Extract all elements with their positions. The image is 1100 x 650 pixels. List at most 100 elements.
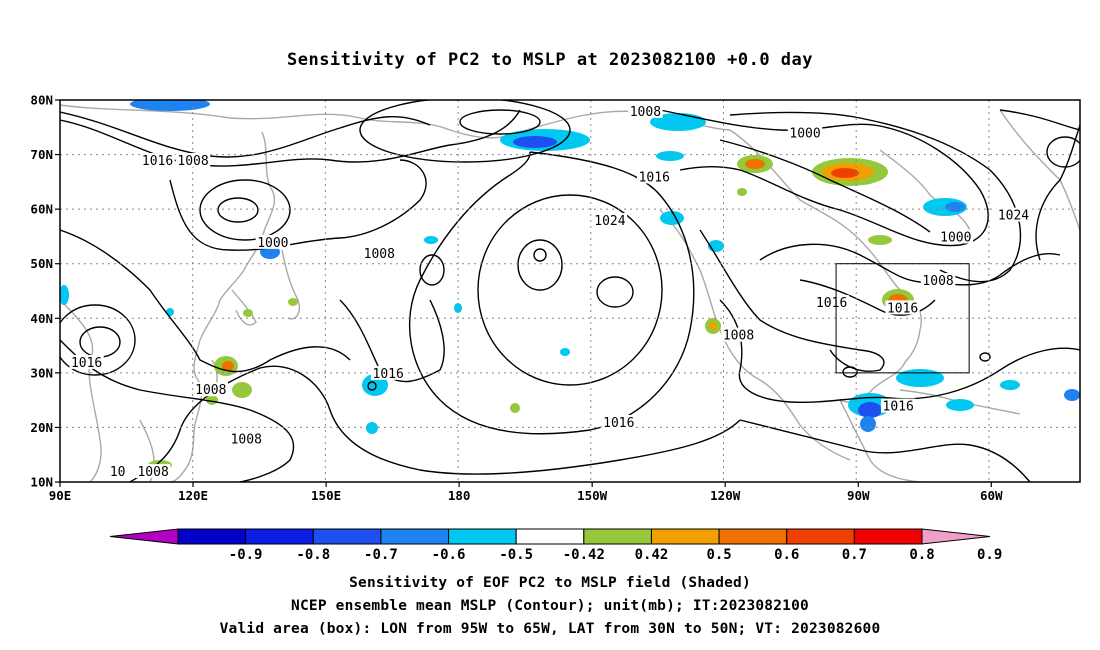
contour-label-bg [69,354,104,369]
contour-label: 1008 [723,329,754,344]
caption-shading: Sensitivity of EOF PC2 to MSLP field (Sh… [349,575,751,591]
colorbar-label: 0.5 [706,547,731,563]
lon-tick-label: 180 [448,488,471,503]
colorbar-segment [312,528,382,545]
contour-label-bg [255,234,291,249]
map-plot-area: 1008 1016 1000 1016 1008 1016 1024 1000 1008 1000… [59,99,1081,483]
contour-label-bg [637,169,672,184]
contour-label-bg [229,431,264,446]
contour-label-bg [880,398,916,413]
contour-label-bg [193,382,228,397]
colorbar-segment [853,528,923,545]
contour-label: 1016 [71,356,102,371]
caption-valid-area: Valid area (box): LON from 95W to 65W, L… [219,621,881,637]
colorbar-segment [515,528,585,545]
colorbar-segment [786,528,855,545]
colorbar-label: -0.42 [563,547,605,563]
lon-tick-label: 120W [710,488,741,503]
contour-label-bg [108,464,128,479]
contour-label-bg [787,125,823,140]
contour-label: 1024 [594,214,625,229]
plot-frame [59,99,1081,483]
colorbar-segment [718,528,788,545]
colorbar-segment [177,528,247,545]
lat-tick-label: 70N [30,147,53,162]
colorbar-label: 0.7 [842,547,867,563]
contour-label: 1000 [940,230,971,245]
longitude-axis: 90E 120E 150E 180 150W 120W 90W 60W [49,482,1003,503]
valid-area-box [835,263,970,374]
contour-label-bg [996,207,1031,222]
contour-label: 1024 [998,209,1029,224]
lon-tick-label: 90E [49,488,72,503]
colorbar-label: 0.9 [977,547,1002,563]
colorbar-label: -0.8 [296,547,330,563]
contour-label: 1008 [364,247,395,262]
contour-label: 1016 [816,296,847,311]
contour-label-bg [601,414,636,429]
latitude-axis: 80N 70N 60N 50N 40N 30N 20N 10N [30,93,60,490]
lat-tick-label: 50N [30,256,53,271]
caption-contour: NCEP ensemble mean MSLP (Contour); unit(… [291,598,809,614]
lon-tick-label: 90W [847,488,870,503]
contour-label: 10 [110,465,126,480]
colorbar-segment [583,528,652,545]
colorbar-label: -0.5 [499,547,533,563]
lon-tick-label: 120E [178,488,208,503]
lat-tick-label: 80N [30,93,53,108]
contour-label-bg [370,365,406,380]
contour-label-bg [721,327,756,342]
sensitivity-shading [60,100,1080,470]
colorbar-label: -0.6 [432,547,466,563]
contour-label-bg [140,153,175,168]
contour-label: 1008 [195,383,226,398]
contour-label-bg [920,273,956,288]
colorbar-label: 0.8 [909,547,934,563]
map-title: Sensitivity of PC2 to MSLP at 2023082100… [286,50,813,70]
colorbar-high-arrow [921,528,991,545]
contour-label: 1016 [639,170,670,185]
contour-label-bg [885,300,920,315]
contour-labels: 1008 1016 1000 1016 1008 1016 1024 1000 1008 1000… [69,103,1031,480]
colorbar: -0.9 -0.8 -0.7 -0.6 -0.5 -0.42 0.42 0.5 0.6 0.7 0.… [109,528,1002,563]
mslp-contours [60,100,1080,482]
contour-label-bg [592,213,628,228]
colorbar-segment [448,528,517,545]
contour-label-bg [814,294,849,309]
lon-tick-label: 60W [980,488,1003,503]
map-background [60,100,1080,482]
colorbar-low-arrow [109,528,179,545]
contour-label-bg [362,245,397,260]
lat-tick-label: 60N [30,202,53,217]
lat-tick-label: 40N [30,311,53,326]
contour-label-bg [135,464,171,479]
contour-label: 1016 [883,400,914,415]
lat-tick-label: 10N [30,475,53,490]
colorbar-segment [380,528,450,545]
lat-tick-label: 30N [30,365,53,380]
contour-label-bg [628,103,663,118]
colorbar-label: 0.42 [635,547,669,563]
lon-tick-label: 150W [577,488,608,503]
colorbar-segment [650,528,720,545]
contour-label: 1008 [630,105,661,120]
colorbar-segment [245,528,314,545]
contour-label: 1000 [257,236,288,251]
colorbar-label: -0.7 [364,547,398,563]
contour-label-bg [175,153,211,168]
colorbar-label: 0.6 [774,547,799,563]
contour-label: 1016 [142,154,173,169]
contour-label: 1016 [373,367,404,382]
contour-label: 1008 [922,274,953,289]
contour-label: 1008 [231,432,262,447]
contour-label: 1008 [177,154,208,169]
contour-label-bg [938,229,974,244]
lat-tick-label: 20N [30,420,53,435]
gridlines [60,100,1080,482]
contour-label: 1008 [137,465,168,480]
contour-label: 1000 [789,127,820,142]
contour-label: 1016 [887,301,918,316]
lon-tick-label: 150E [311,488,341,503]
colorbar-label: -0.9 [229,547,263,563]
